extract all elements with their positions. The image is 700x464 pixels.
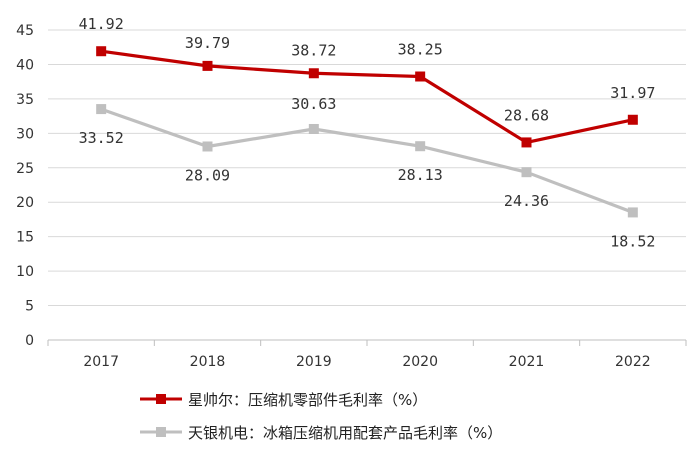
data-labels: 33.52 28.09 30.63 28.13 24.36 18.52 41.92 39.79… — [79, 15, 656, 250]
y-tick-label: 25 — [16, 161, 34, 177]
legend-label: 星帅尔：压缩机零部件毛利率（%） — [188, 391, 427, 409]
data-label: 38.25 — [398, 41, 443, 59]
y-tick-label: 30 — [16, 126, 34, 142]
data-label: 31.97 — [610, 84, 655, 102]
data-point-marker — [521, 137, 532, 148]
data-point-marker — [202, 60, 213, 71]
x-tick-label: 2017 — [83, 354, 119, 370]
x-tick-label: 2020 — [402, 354, 438, 370]
y-tick-label: 0 — [25, 333, 34, 349]
data-point-marker — [96, 104, 107, 115]
series-line-2 — [100, 107, 634, 214]
x-tick-label: 2019 — [296, 354, 332, 370]
data-label: 39.79 — [185, 34, 230, 52]
y-tick-label: 5 — [25, 299, 34, 315]
x-tick-label: 2021 — [509, 354, 545, 370]
data-point-marker — [627, 207, 638, 218]
data-point-marker — [415, 141, 426, 152]
data-label: 33.52 — [79, 129, 124, 147]
data-point-marker — [627, 114, 638, 125]
legend-swatch-marker — [156, 427, 166, 437]
x-tick-label: 2022 — [615, 354, 651, 370]
legend-label: 天银机电：冰箱压缩机用配套产品毛利率（%） — [188, 424, 502, 442]
axes: 0 5 10 15 20 25 30 35 40 45 2017 2018 2019 2020 2021 20… — [16, 23, 687, 370]
data-label: 28.68 — [504, 106, 549, 124]
data-point-marker — [202, 141, 213, 152]
legend: 星帅尔：压缩机零部件毛利率（%） 天银机电：冰箱压缩机用配套产品毛利率（%） — [140, 391, 502, 442]
y-tick-label: 15 — [16, 230, 34, 246]
x-tick-label: 2018 — [190, 354, 226, 370]
legend-swatch-marker — [156, 394, 166, 404]
data-point-marker — [521, 167, 532, 178]
y-tick-label: 10 — [16, 264, 34, 280]
data-point-marker — [308, 68, 319, 79]
y-tick-label: 40 — [16, 57, 34, 73]
y-tick-label: 45 — [16, 23, 34, 39]
gridlines — [48, 29, 686, 307]
data-point-marker — [96, 46, 107, 57]
legend-entry-1: 星帅尔：压缩机零部件毛利率（%） — [140, 391, 427, 409]
data-point-marker — [308, 123, 319, 134]
legend-entry-2: 天银机电：冰箱压缩机用配套产品毛利率（%） — [140, 424, 502, 442]
data-label: 38.72 — [291, 41, 336, 59]
data-label: 18.52 — [610, 232, 655, 250]
data-label: 28.13 — [398, 166, 443, 184]
data-point-marker — [415, 71, 426, 82]
data-label: 30.63 — [291, 95, 336, 113]
y-tick-label: 35 — [16, 92, 34, 108]
series-line-1 — [100, 49, 634, 145]
y-tick-label: 20 — [16, 195, 34, 211]
series-lines — [96, 46, 638, 218]
data-label: 24.36 — [504, 192, 549, 210]
data-label: 28.09 — [185, 166, 230, 184]
data-label: 41.92 — [79, 15, 124, 33]
